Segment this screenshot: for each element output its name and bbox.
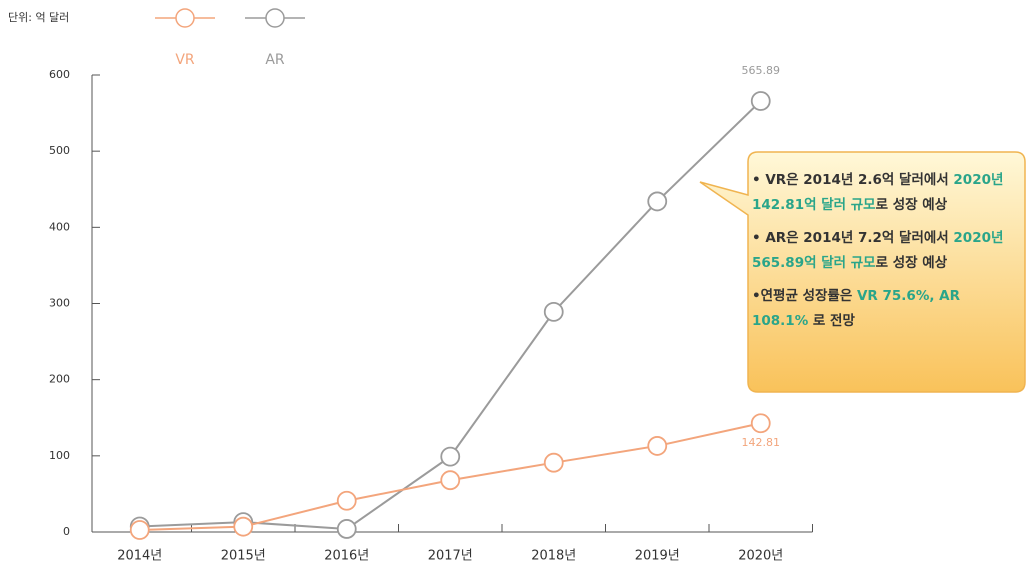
data-point bbox=[440, 470, 461, 491]
callout: • VR은 2014년 2.6억 달러에서 2020년 142.81억 달러 규… bbox=[752, 168, 1014, 342]
data-point bbox=[750, 91, 771, 111]
y-tick-label: 100 bbox=[49, 449, 70, 462]
callout-bullet: • AR은 2014년 7.2억 달러에서 2020년 565.89억 달러 규… bbox=[752, 226, 1014, 276]
callout-text: •연평균 성장률은 bbox=[752, 288, 857, 304]
data-label: 565.89 bbox=[742, 64, 781, 77]
data-point bbox=[440, 446, 461, 467]
y-tick-label: 400 bbox=[49, 220, 70, 233]
data-point bbox=[129, 520, 150, 540]
callout-text: 로 성장 예상 bbox=[875, 255, 948, 271]
data-point bbox=[750, 413, 771, 434]
legend-marker bbox=[175, 8, 195, 28]
data-point bbox=[543, 452, 564, 473]
data-point bbox=[647, 191, 668, 212]
callout-text: 2020년 142.81억 달러 규모 bbox=[752, 172, 1004, 213]
callout-text: 2020년 565.89억 달러 규모 bbox=[752, 230, 1004, 271]
x-tick-label: 2018년 bbox=[531, 549, 576, 564]
legend-label: AR bbox=[265, 52, 285, 68]
y-tick-label: 0 bbox=[63, 525, 70, 538]
data-label: 142.81 bbox=[742, 436, 781, 449]
legend-marker bbox=[265, 8, 285, 28]
y-tick-label: 200 bbox=[49, 373, 70, 386]
data-point bbox=[543, 301, 564, 322]
x-tick-label: 2015년 bbox=[221, 549, 266, 564]
x-tick-label: 2019년 bbox=[635, 549, 680, 564]
callout-text: VR 75.6%, AR 108.1% bbox=[752, 288, 961, 329]
callout-text: 로 성장 예상 bbox=[875, 197, 948, 213]
data-point bbox=[336, 519, 357, 539]
x-tick-label: 2014년 bbox=[117, 549, 162, 564]
data-point bbox=[233, 516, 254, 537]
unit-label: 단위: 억 달러 bbox=[8, 11, 69, 24]
callout-box bbox=[699, 151, 1026, 393]
callout-bullet: • VR은 2014년 2.6억 달러에서 2020년 142.81억 달러 규… bbox=[752, 168, 1014, 218]
x-tick-label: 2016년 bbox=[324, 549, 369, 564]
callout-text: 로 전망 bbox=[808, 313, 855, 329]
y-tick-label: 600 bbox=[49, 68, 70, 81]
data-point bbox=[336, 490, 357, 511]
callout-bullet: •연평균 성장률은 VR 75.6%, AR 108.1% 로 전망 bbox=[752, 284, 1014, 334]
y-tick-label: 500 bbox=[49, 144, 70, 157]
legend-label: VR bbox=[175, 52, 195, 68]
y-tick-label: 300 bbox=[49, 297, 70, 310]
x-tick-label: 2020년 bbox=[738, 549, 783, 564]
callout-text: • AR은 2014년 7.2억 달러에서 bbox=[752, 230, 954, 246]
x-tick-label: 2017년 bbox=[428, 549, 473, 564]
callout-text: • VR은 2014년 2.6억 달러에서 bbox=[752, 172, 954, 188]
data-point bbox=[647, 436, 668, 456]
